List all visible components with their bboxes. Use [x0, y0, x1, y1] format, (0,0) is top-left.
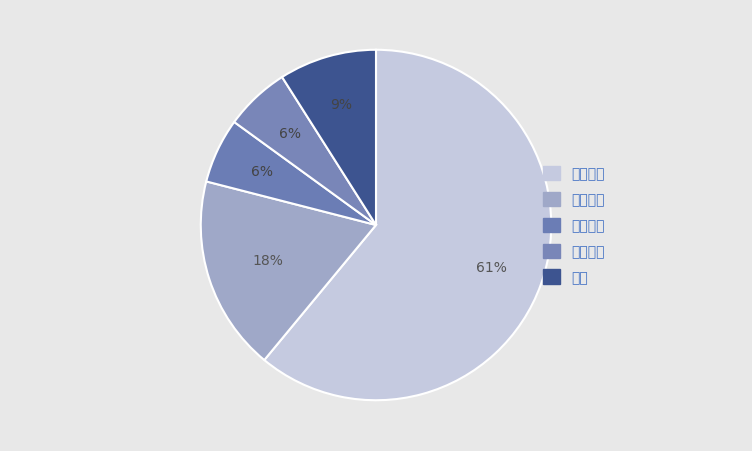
Wedge shape	[201, 182, 376, 360]
Text: 6%: 6%	[251, 165, 273, 179]
Wedge shape	[264, 51, 551, 400]
Text: 61%: 61%	[476, 260, 507, 274]
Text: 18%: 18%	[252, 253, 283, 267]
Wedge shape	[234, 78, 376, 226]
Text: 9%: 9%	[330, 97, 352, 111]
Wedge shape	[206, 123, 376, 226]
Wedge shape	[282, 51, 376, 226]
Legend: 城市等级, 县级医院, 农村基层, 城市基层, 药店: 城市等级, 县级医院, 农村基层, 城市基层, 药店	[536, 160, 611, 291]
Text: 6%: 6%	[279, 127, 301, 141]
